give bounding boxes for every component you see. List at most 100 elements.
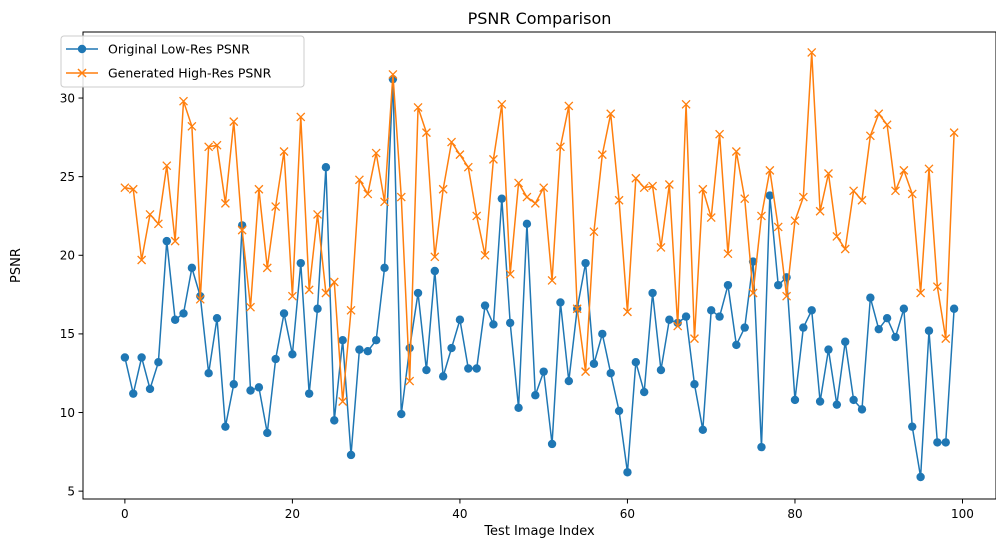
data-point-generated — [681, 99, 691, 109]
data-point-original — [732, 340, 741, 350]
data-point-original — [405, 343, 414, 353]
data-point-original — [908, 422, 917, 431]
data-point-generated — [296, 112, 306, 122]
data-point-generated — [589, 227, 599, 237]
data-point-generated — [246, 302, 255, 312]
data-point-generated — [539, 183, 549, 193]
data-point-generated — [472, 211, 482, 221]
data-point-generated — [438, 184, 448, 194]
data-point-generated — [949, 128, 959, 138]
data-point-generated — [463, 162, 473, 172]
data-point-generated — [229, 117, 239, 127]
data-point-original — [212, 313, 222, 323]
data-point-generated — [505, 269, 515, 279]
series-layer — [120, 47, 959, 482]
data-point-generated — [497, 99, 507, 109]
series-line-original — [124, 78, 955, 478]
data-point-generated — [815, 206, 825, 216]
data-point-generated — [488, 154, 498, 164]
data-point-original — [522, 219, 532, 229]
data-point-original — [866, 293, 875, 302]
data-point-generated — [254, 184, 264, 194]
data-point-generated — [380, 197, 390, 207]
legend-frame — [60, 35, 305, 88]
data-point-generated — [773, 222, 783, 232]
data-point-original — [656, 365, 666, 375]
data-point-original — [874, 324, 883, 334]
data-point-original — [933, 438, 942, 447]
data-point-original — [371, 335, 381, 345]
data-point-original — [355, 345, 364, 354]
data-point-generated — [782, 291, 792, 301]
data-point-generated — [321, 288, 331, 298]
data-point-original — [438, 372, 448, 381]
ticks-layer: 0 20 40 60 80 100 5 10 15 20 25 30 — [60, 91, 974, 521]
data-point-generated — [689, 334, 699, 344]
data-point-original — [464, 364, 473, 373]
data-point-original — [564, 376, 574, 386]
data-point-generated — [555, 142, 565, 152]
x-tick-label: 60 — [620, 507, 635, 521]
y-tick-label: 25 — [60, 170, 75, 184]
data-point-original — [154, 358, 163, 367]
data-point-generated — [187, 121, 197, 131]
data-point-original — [790, 395, 800, 405]
data-point-generated — [840, 244, 850, 254]
data-point-generated — [932, 282, 942, 292]
data-point-generated — [522, 192, 532, 202]
data-point-generated — [153, 219, 163, 229]
plot-frame — [82, 31, 996, 500]
data-point-generated — [606, 109, 616, 119]
data-point-original — [665, 315, 674, 324]
data-point-original — [413, 288, 423, 298]
data-point-original — [707, 306, 716, 315]
data-point-generated — [287, 291, 297, 301]
data-point-generated — [329, 277, 339, 287]
data-point-generated — [195, 294, 205, 304]
series-generated — [120, 47, 959, 406]
data-point-original — [137, 353, 146, 362]
data-point-generated — [405, 376, 415, 386]
data-point-original — [774, 280, 783, 290]
data-point-original — [447, 343, 456, 353]
data-point-original — [313, 304, 322, 313]
data-point-original — [891, 332, 900, 342]
data-point-generated — [304, 285, 314, 295]
data-point-original — [531, 391, 540, 400]
data-point-original — [882, 313, 892, 323]
y-tick-label: 20 — [60, 249, 75, 263]
data-point-original — [648, 288, 657, 298]
data-point-original — [455, 315, 465, 324]
x-axis-label: Test Image Index — [483, 524, 595, 539]
data-point-generated — [648, 181, 658, 191]
data-point-original — [690, 380, 699, 389]
chart-title: PSNR Comparison — [468, 9, 612, 28]
data-point-original — [832, 400, 842, 409]
data-point-generated — [723, 249, 733, 259]
data-point-generated — [204, 142, 214, 152]
data-point-original — [799, 323, 808, 332]
data-point-generated — [371, 148, 381, 158]
data-point-generated — [346, 305, 356, 315]
x-tick-label: 40 — [452, 507, 467, 521]
data-point-original — [623, 468, 632, 477]
data-point-original — [606, 369, 615, 378]
data-point-generated — [891, 186, 900, 196]
data-point-generated — [128, 184, 138, 194]
data-point-generated — [865, 131, 875, 141]
data-point-original — [304, 389, 314, 398]
data-point-generated — [832, 231, 842, 241]
data-point-generated — [740, 194, 750, 204]
data-point-generated — [363, 189, 373, 199]
data-point-original — [614, 406, 624, 416]
data-point-original — [263, 428, 272, 438]
data-point-original — [505, 318, 515, 328]
data-point-generated — [447, 137, 457, 147]
data-point-generated — [170, 236, 180, 246]
data-point-original — [296, 258, 305, 268]
data-point-original — [187, 263, 197, 273]
data-point-original — [480, 301, 490, 310]
data-point-original — [589, 359, 599, 368]
